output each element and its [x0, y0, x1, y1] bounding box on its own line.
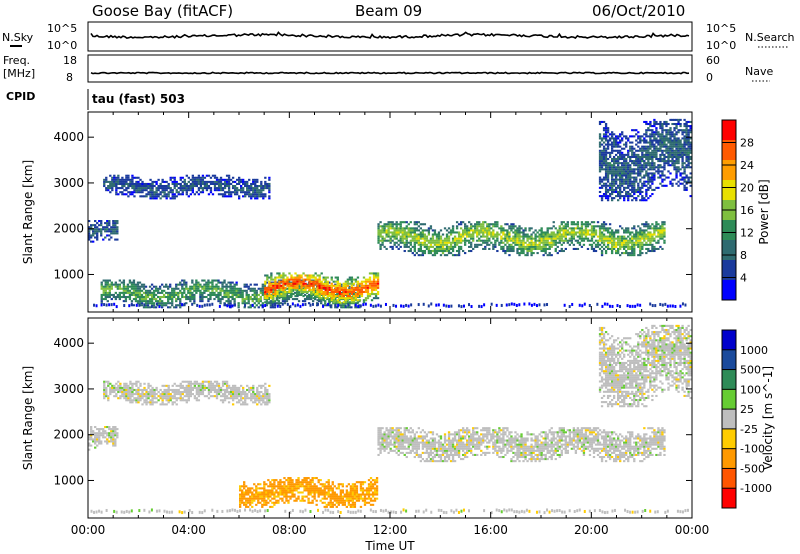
velocity-colorbar-label: Velocity [m s^-1]: [761, 366, 775, 470]
echo-region-early-1900km: [88, 220, 119, 243]
colorbar-tick-label: -500: [740, 462, 765, 475]
colorbar-tick-label: 16: [740, 204, 754, 217]
xtick-label: 00:00: [71, 523, 106, 537]
xtick-label: 08:00: [272, 523, 307, 537]
colorbar-tick-label: 1000: [740, 344, 768, 357]
colorbar-tick-label: -25: [740, 423, 758, 436]
power-ytick-label: 1000: [53, 267, 84, 281]
power-panel: 1000 2000 3000 4000: [53, 111, 693, 313]
vel-ytick-label: 2000: [53, 428, 84, 442]
colorbar-tick-label: 25: [740, 403, 754, 416]
colorbar-swatch: [722, 369, 736, 390]
colorbar-swatch: [722, 240, 736, 261]
freq-tick-bottom: 8: [66, 71, 73, 84]
noise-panel: [87, 21, 693, 52]
colorbar-swatch: [722, 349, 736, 371]
colorbar-swatch: [722, 488, 736, 509]
ground-scatter-band: [93, 302, 687, 309]
colorbar-tick-label: 24: [740, 159, 754, 172]
freq-label-1: Freq.: [3, 54, 30, 67]
velocity-ylabel: Slant Range [km]: [21, 366, 35, 470]
power-colorbar: 4 8 12 16 20 24 28: [721, 119, 754, 301]
cpid-text: tau (fast) 503: [92, 92, 185, 106]
nave-tick-top: 60: [706, 54, 720, 67]
freq-label-2: [MHz]: [3, 67, 35, 80]
station-title: Goose Bay (fitACF): [92, 2, 233, 20]
beam-title: Beam 09: [355, 2, 422, 20]
nsky-trace: [90, 31, 690, 40]
nsky-label: N.Sky: [2, 31, 34, 44]
noise-tick-bottom-left: 10^0: [47, 39, 77, 52]
colorbar-tick-label: 500: [740, 364, 761, 377]
colorbar-tick-label: 8: [740, 249, 747, 262]
ground-scatter-band: [90, 508, 689, 515]
echo-region-early-1900km: [88, 426, 119, 451]
noise-tick-top-left: 10^5: [47, 22, 77, 35]
colorbar-tick-label: 4: [740, 272, 747, 285]
power-ytick-label: 2000: [53, 222, 84, 236]
colorbar-swatch: [722, 180, 736, 201]
nave-label: Nave: [745, 65, 773, 78]
xtick-label: 12:00: [373, 523, 408, 537]
echo-region-late-high-range: [598, 324, 692, 408]
echo-region-late-high-range: [598, 118, 692, 202]
cpid-label: CPID: [6, 90, 35, 103]
power-ytick-label: 4000: [53, 130, 84, 144]
colorbar-tick-label: -1000: [740, 482, 772, 495]
colorbar-swatch: [722, 448, 736, 469]
echo-region-main-1800km: [377, 221, 666, 257]
colorbar-swatch: [722, 140, 736, 161]
freq-tick-top: 18: [63, 54, 77, 67]
xtick-label: 16:00: [473, 523, 508, 537]
xtick-label: 20:00: [574, 523, 609, 537]
colorbar-swatch: [722, 468, 736, 489]
freq-trace: [90, 71, 690, 75]
x-axis-label: Time UT: [364, 539, 415, 553]
noise-tick-bottom-right: 10^0: [706, 39, 736, 52]
echo-region-main-1800km: [377, 427, 666, 463]
vel-ytick-label: 3000: [53, 382, 84, 396]
colorbar-swatch: [722, 160, 736, 181]
colorbar-tick-label: 12: [740, 227, 754, 240]
colorbar-swatch: [722, 260, 736, 281]
colorbar-swatch: [722, 409, 736, 430]
xtick-label: 00:00: [675, 523, 710, 537]
colorbar-swatch: [722, 330, 736, 351]
power-colorbar-label: Power [dB]: [757, 179, 771, 244]
colorbar-tick-label: -100: [740, 443, 765, 456]
echo-region-morning-echo: [239, 477, 379, 508]
colorbar-tick-label: 28: [740, 137, 754, 150]
power-ylabel: Slant Range [km]: [21, 160, 35, 264]
colorbar-swatch: [722, 389, 736, 410]
nsearch-label: N.Search: [745, 31, 795, 44]
colorbar-swatch: [722, 220, 736, 241]
echo-region-early-3000km: [103, 380, 271, 406]
freq-panel: [87, 54, 693, 83]
colorbar-swatch: [722, 428, 736, 450]
echo-region-early-3000km: [103, 174, 271, 200]
vel-ytick-label: 1000: [53, 473, 84, 487]
colorbar-swatch: [722, 280, 736, 301]
noise-tick-top-right: 10^5: [706, 22, 736, 35]
velocity-panel: 1000 2000 3000 4000 00:00 04:00 08:00 12:00 16:0…: [53, 317, 710, 537]
colorbar-tick-label: 100: [740, 383, 761, 396]
colorbar-tick-label: 20: [740, 182, 754, 195]
vel-ytick-label: 4000: [53, 336, 84, 350]
velocity-colorbar: 1000 500 100 25 -25 -100 -500 -1000: [721, 329, 772, 509]
date-title: 06/Oct/2010: [592, 2, 685, 20]
echo-region-strong-morning-echo: [264, 272, 380, 304]
colorbar-swatch: [722, 120, 736, 141]
xtick-label: 04:00: [171, 523, 206, 537]
nave-tick-bottom: 0: [706, 71, 713, 84]
power-ytick-label: 3000: [53, 176, 84, 190]
